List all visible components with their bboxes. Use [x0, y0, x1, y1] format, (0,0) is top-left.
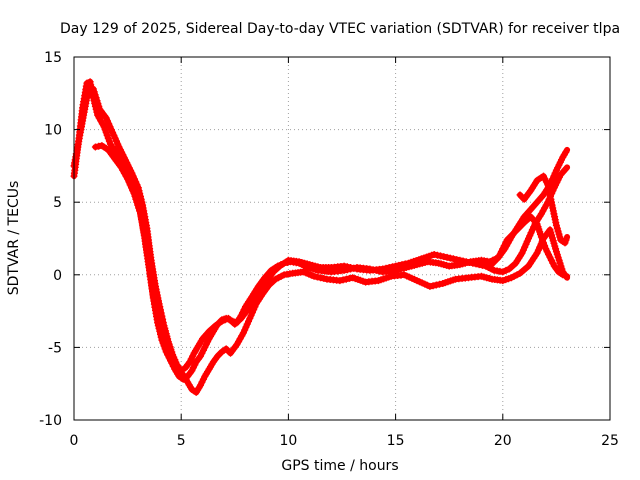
data-point	[450, 255, 457, 263]
x-tick-label: 25	[601, 433, 619, 449]
data-point	[248, 309, 256, 317]
data-point	[432, 281, 440, 289]
data-point	[502, 266, 510, 274]
series-markers-lower-branch	[91, 142, 569, 396]
data-point	[310, 272, 318, 280]
data-point	[556, 233, 564, 241]
data-point	[446, 254, 454, 262]
data-point	[320, 274, 328, 282]
x-tick-label: 10	[279, 433, 297, 449]
data-point	[433, 251, 441, 259]
data-point	[398, 261, 406, 269]
data-point	[562, 148, 570, 156]
data-point	[437, 252, 445, 260]
data-markers	[70, 78, 570, 396]
data-point	[466, 259, 474, 266]
data-point	[160, 342, 168, 350]
x-tick-label: 0	[70, 433, 79, 449]
data-point	[340, 262, 348, 270]
data-point	[469, 259, 477, 267]
data-point	[87, 81, 95, 89]
data-point	[350, 264, 358, 272]
data-point	[280, 259, 288, 267]
data-point	[95, 142, 103, 150]
data-point	[443, 253, 451, 261]
x-tick-label: 5	[177, 433, 186, 449]
y-tick-label: 5	[53, 195, 62, 211]
data-point	[440, 253, 448, 261]
data-point	[459, 257, 467, 265]
data-point	[478, 261, 486, 269]
data-point	[317, 274, 325, 282]
data-point	[385, 264, 393, 271]
series-markers-late-spread	[486, 213, 569, 279]
data-point	[462, 258, 470, 266]
data-point	[453, 256, 461, 264]
data-point	[430, 251, 438, 258]
data-point	[472, 260, 480, 268]
series-markers-late-spread-2	[516, 172, 570, 247]
data-point	[561, 166, 569, 174]
data-point	[499, 268, 507, 276]
data-point	[392, 262, 400, 270]
data-point	[342, 275, 350, 283]
data-point	[537, 233, 545, 241]
data-point	[382, 264, 390, 272]
y-tick-label: 0	[53, 268, 62, 284]
x-axis-label: GPS time / hours	[281, 458, 398, 474]
x-tick-label: 20	[494, 433, 512, 449]
data-point	[429, 282, 437, 290]
data-point	[90, 88, 98, 96]
data-point	[436, 280, 444, 288]
grid-lines	[74, 57, 610, 420]
data-point	[313, 273, 321, 281]
y-tick-label: 10	[44, 123, 62, 139]
data-point	[475, 261, 483, 269]
data-point	[343, 263, 351, 271]
y-tick-labels: -10 -5 0 5 10 15	[39, 50, 62, 429]
axis-ticks	[73, 56, 611, 421]
y-tick-label: -5	[48, 340, 62, 356]
data-point	[561, 272, 569, 279]
chart-title: Day 129 of 2025, Sidereal Day-to-day VTE…	[60, 21, 620, 37]
x-tick-labels: 0 5 10 15 20 25	[70, 433, 619, 449]
data-point	[91, 143, 99, 151]
data-point	[388, 263, 396, 271]
y-axis-label: SDTVAR / TECUs	[6, 181, 22, 296]
data-point	[339, 276, 347, 284]
data-point	[83, 79, 91, 87]
series-markers-upper-branch	[70, 85, 569, 375]
series-line-upper-branch	[71, 85, 571, 374]
plot-frame	[73, 56, 611, 421]
y-tick-label: 15	[44, 50, 62, 66]
data-point	[347, 264, 355, 271]
y-tick-label: -10	[39, 413, 62, 429]
data-point	[401, 260, 409, 268]
x-tick-label: 15	[387, 433, 405, 449]
data-point	[336, 277, 344, 285]
data-point	[379, 265, 387, 273]
data-point	[395, 261, 403, 269]
data-point	[218, 317, 226, 325]
data-point	[562, 236, 570, 244]
data-point	[197, 381, 204, 389]
data-point	[456, 256, 464, 264]
data-point	[426, 282, 434, 290]
